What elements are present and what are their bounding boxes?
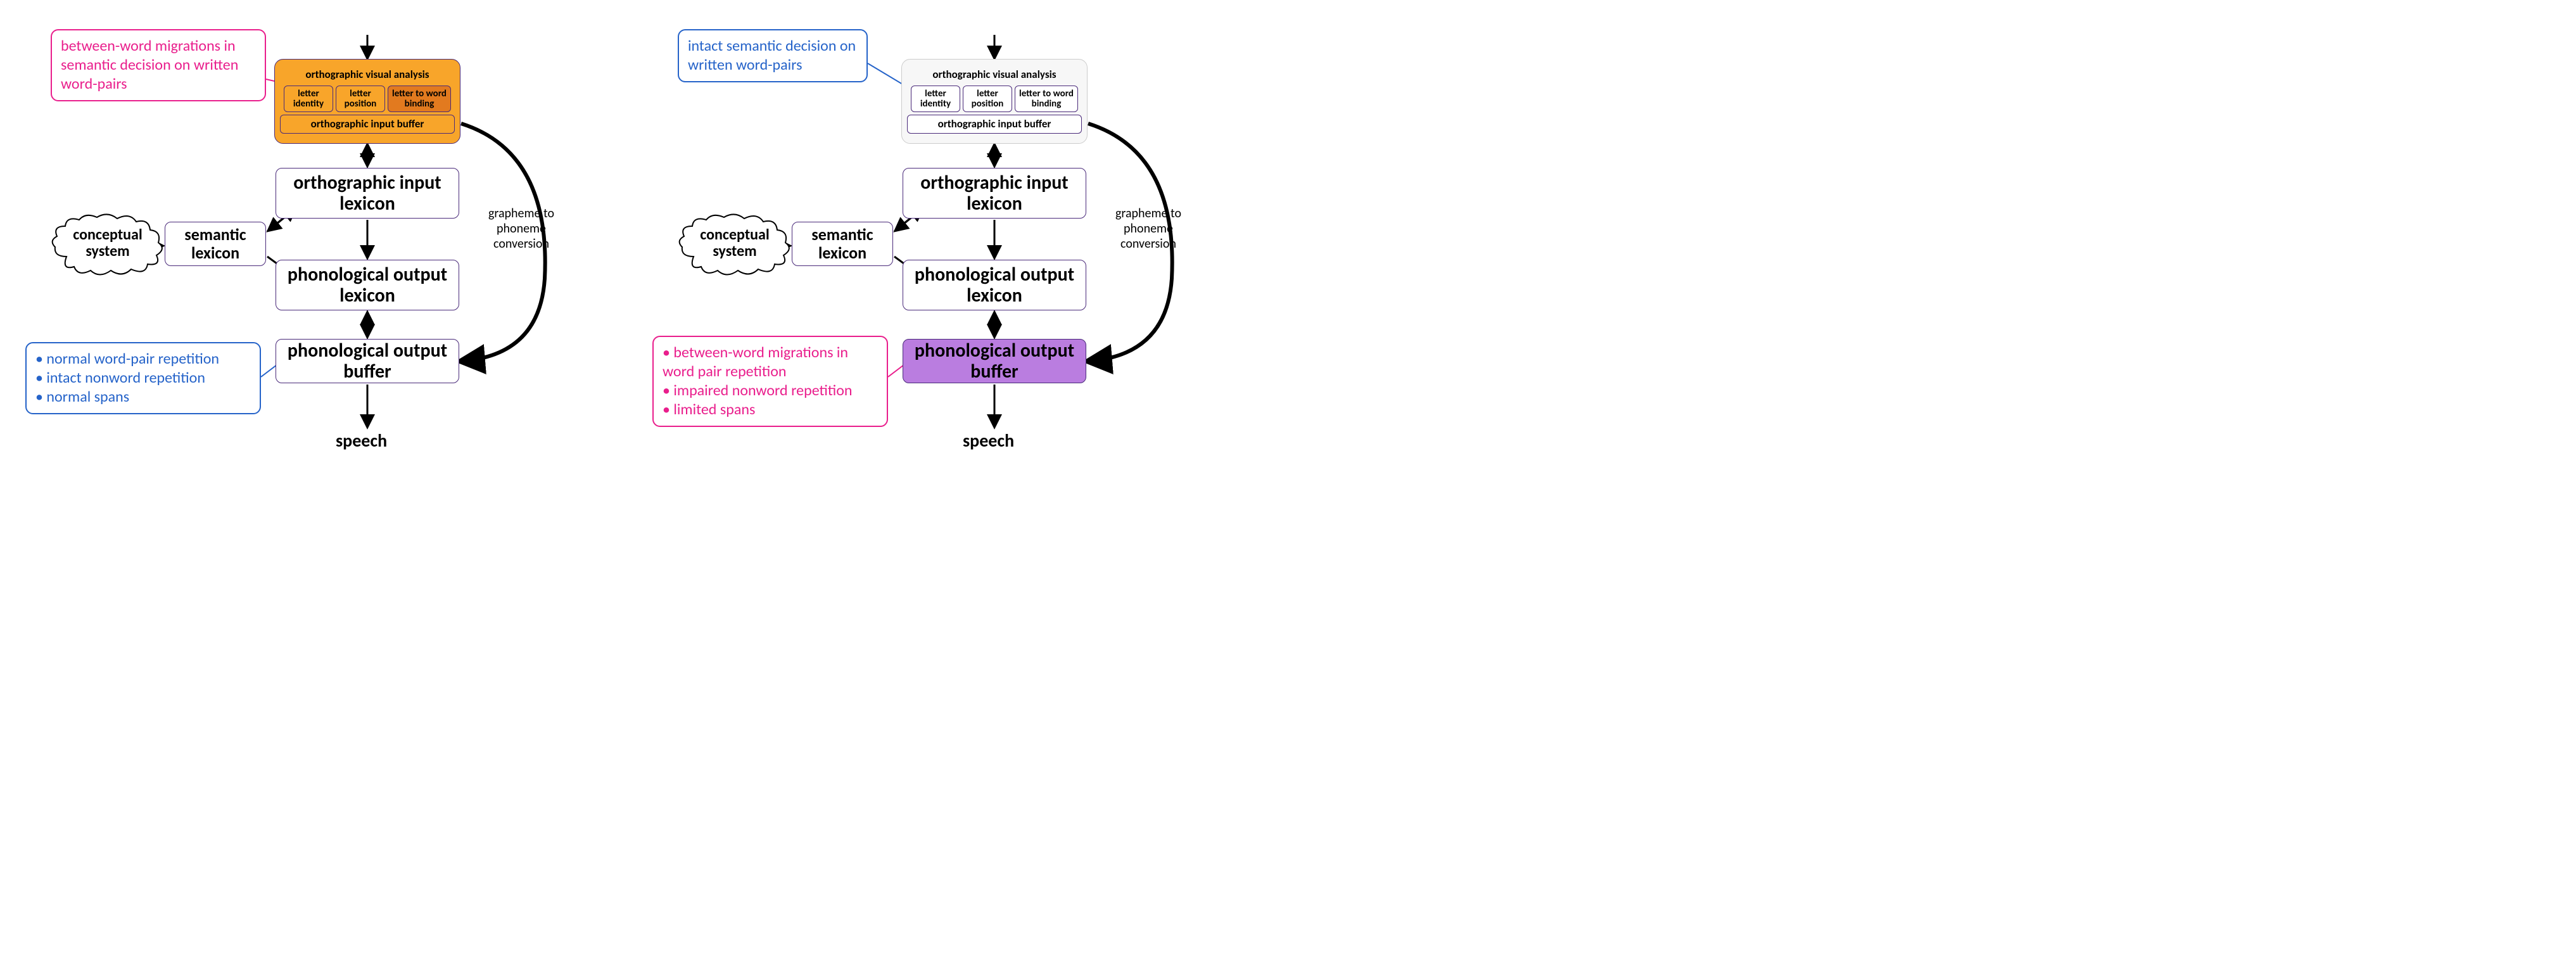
list-item: normal spans: [35, 388, 251, 407]
pol-right: phonological output lexicon: [903, 260, 1086, 310]
sem-left: semantic lexicon: [165, 222, 266, 266]
top-callout-right-text: intact semantic decision on written word…: [688, 37, 856, 74]
gpc-right: grapheme to phoneme conversion: [1107, 206, 1190, 251]
oil-right: orthographic input lexicon: [903, 168, 1086, 219]
speech-right: speech: [963, 429, 1014, 452]
oib-left: orthographic input buffer: [280, 115, 455, 134]
conc-left: conceptual system: [60, 227, 155, 260]
pob-right: phonological output buffer: [903, 339, 1086, 383]
right-panel: orthographic visual analysis letter iden…: [652, 25, 1203, 481]
top-callout-right: intact semantic decision on written word…: [678, 29, 868, 82]
letter-position-right: letter position: [963, 86, 1012, 112]
ova-label-left: orthographic visual analysis: [280, 68, 455, 84]
top-callout-left: between-word migrations in semantic deci…: [51, 29, 266, 101]
letter-identity-left: letter identity: [284, 86, 333, 112]
oil-left: orthographic input lexicon: [276, 168, 459, 219]
list-item: impaired nonword repetition: [663, 381, 878, 400]
gpc-left: grapheme to phoneme conversion: [480, 206, 562, 251]
list-item: between-word migrations in word pair rep…: [663, 343, 878, 381]
speech-left: speech: [336, 429, 387, 452]
list-item: limited spans: [663, 400, 878, 419]
top-callout-left-text: between-word migrations in semantic deci…: [61, 37, 238, 93]
list-item: normal word-pair repetition: [35, 350, 251, 369]
letter-word-binding-right: letter to word binding: [1015, 86, 1078, 112]
letter-identity-right: letter identity: [911, 86, 960, 112]
bottom-callout-left: normal word-pair repetition intact nonwo…: [25, 342, 261, 414]
left-panel: orthographic visual analysis letter iden…: [25, 25, 576, 481]
letter-position-left: letter position: [336, 86, 385, 112]
ortho-group-left: orthographic visual analysis letter iden…: [274, 59, 460, 144]
ova-label-right: orthographic visual analysis: [907, 68, 1082, 84]
list-item: intact nonword repetition: [35, 369, 251, 388]
ortho-group-right: orthographic visual analysis letter iden…: [901, 59, 1088, 144]
pol-left: phonological output lexicon: [276, 260, 459, 310]
bottom-callout-right: between-word migrations in word pair rep…: [652, 336, 888, 427]
oib-right: orthographic input buffer: [907, 115, 1082, 134]
sem-right: semantic lexicon: [792, 222, 893, 266]
bottom-callout-right-list: between-word migrations in word pair rep…: [663, 343, 878, 419]
conc-right: conceptual system: [687, 227, 782, 260]
pob-left: phonological output buffer: [276, 339, 459, 383]
letter-word-binding-left: letter to word binding: [388, 86, 451, 112]
bottom-callout-left-list: normal word-pair repetition intact nonwo…: [35, 350, 251, 407]
